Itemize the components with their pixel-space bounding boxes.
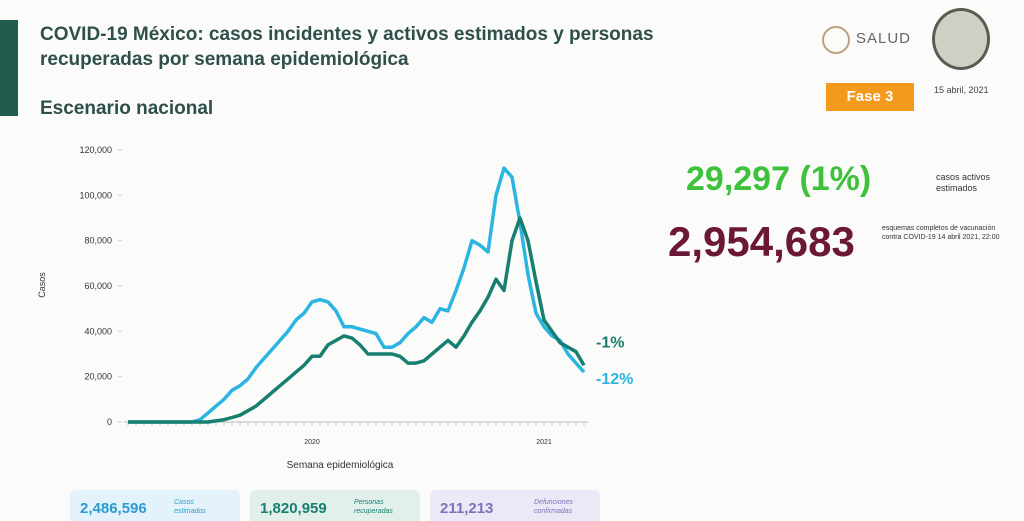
- box-label: Defunciones confirmadas: [534, 499, 573, 515]
- box-value: 1,820,959: [260, 500, 327, 517]
- title: COVID-19 México: casos incidentes y acti…: [40, 24, 654, 70]
- logo-2021: [932, 8, 990, 70]
- chart: Casos Semana epidemiológica 0 20,000 40,00…: [37, 145, 633, 471]
- y-tick-label: 80,000: [84, 236, 112, 246]
- box-label: Personas recuperadas: [354, 499, 393, 515]
- box-label: Casos estimados: [174, 499, 206, 515]
- logo-text: SALUD: [856, 30, 912, 47]
- end-label: -12%: [596, 371, 633, 388]
- vaccinated-label: esquemas completos de vacunación contra …: [882, 225, 1000, 241]
- x-tick-label: 2020: [304, 439, 320, 446]
- box-value: 211,213: [440, 500, 494, 517]
- series-line: [128, 166, 586, 424]
- y-tick-label: 60,000: [84, 281, 112, 291]
- vaccinated: 2,954,683: [668, 218, 855, 265]
- subtitle: Escenario nacional: [40, 98, 214, 119]
- y-tick-label: 120,000: [79, 145, 112, 155]
- x-tick-label: 2021: [536, 439, 552, 446]
- phase-badge: Fase 3: [826, 83, 914, 111]
- accent-bar: [0, 20, 18, 116]
- stat-box: 2,486,596 Casos estimados: [70, 490, 240, 521]
- x-axis-label: Semana epidemiológica: [287, 460, 394, 471]
- y-tick-label: 100,000: [79, 190, 112, 200]
- y-tick-label: 0: [107, 417, 112, 427]
- series-line: [128, 216, 586, 424]
- y-tick-label: 20,000: [84, 372, 112, 382]
- y-tick-label: 40,000: [84, 326, 112, 336]
- box-value: 2,486,596: [80, 500, 147, 517]
- stat-box: 1,820,959 Personas recuperadas: [250, 490, 420, 521]
- active-label: casos activos estimados: [936, 172, 991, 193]
- date: 15 abril, 2021: [934, 85, 989, 95]
- emblem: [822, 26, 850, 54]
- end-label: -1%: [596, 334, 624, 351]
- active-cases: 29,297 (1%): [686, 160, 872, 198]
- stat-box: 211,213 Defunciones confirmadas: [430, 490, 600, 521]
- y-axis-label: Casos: [37, 272, 47, 298]
